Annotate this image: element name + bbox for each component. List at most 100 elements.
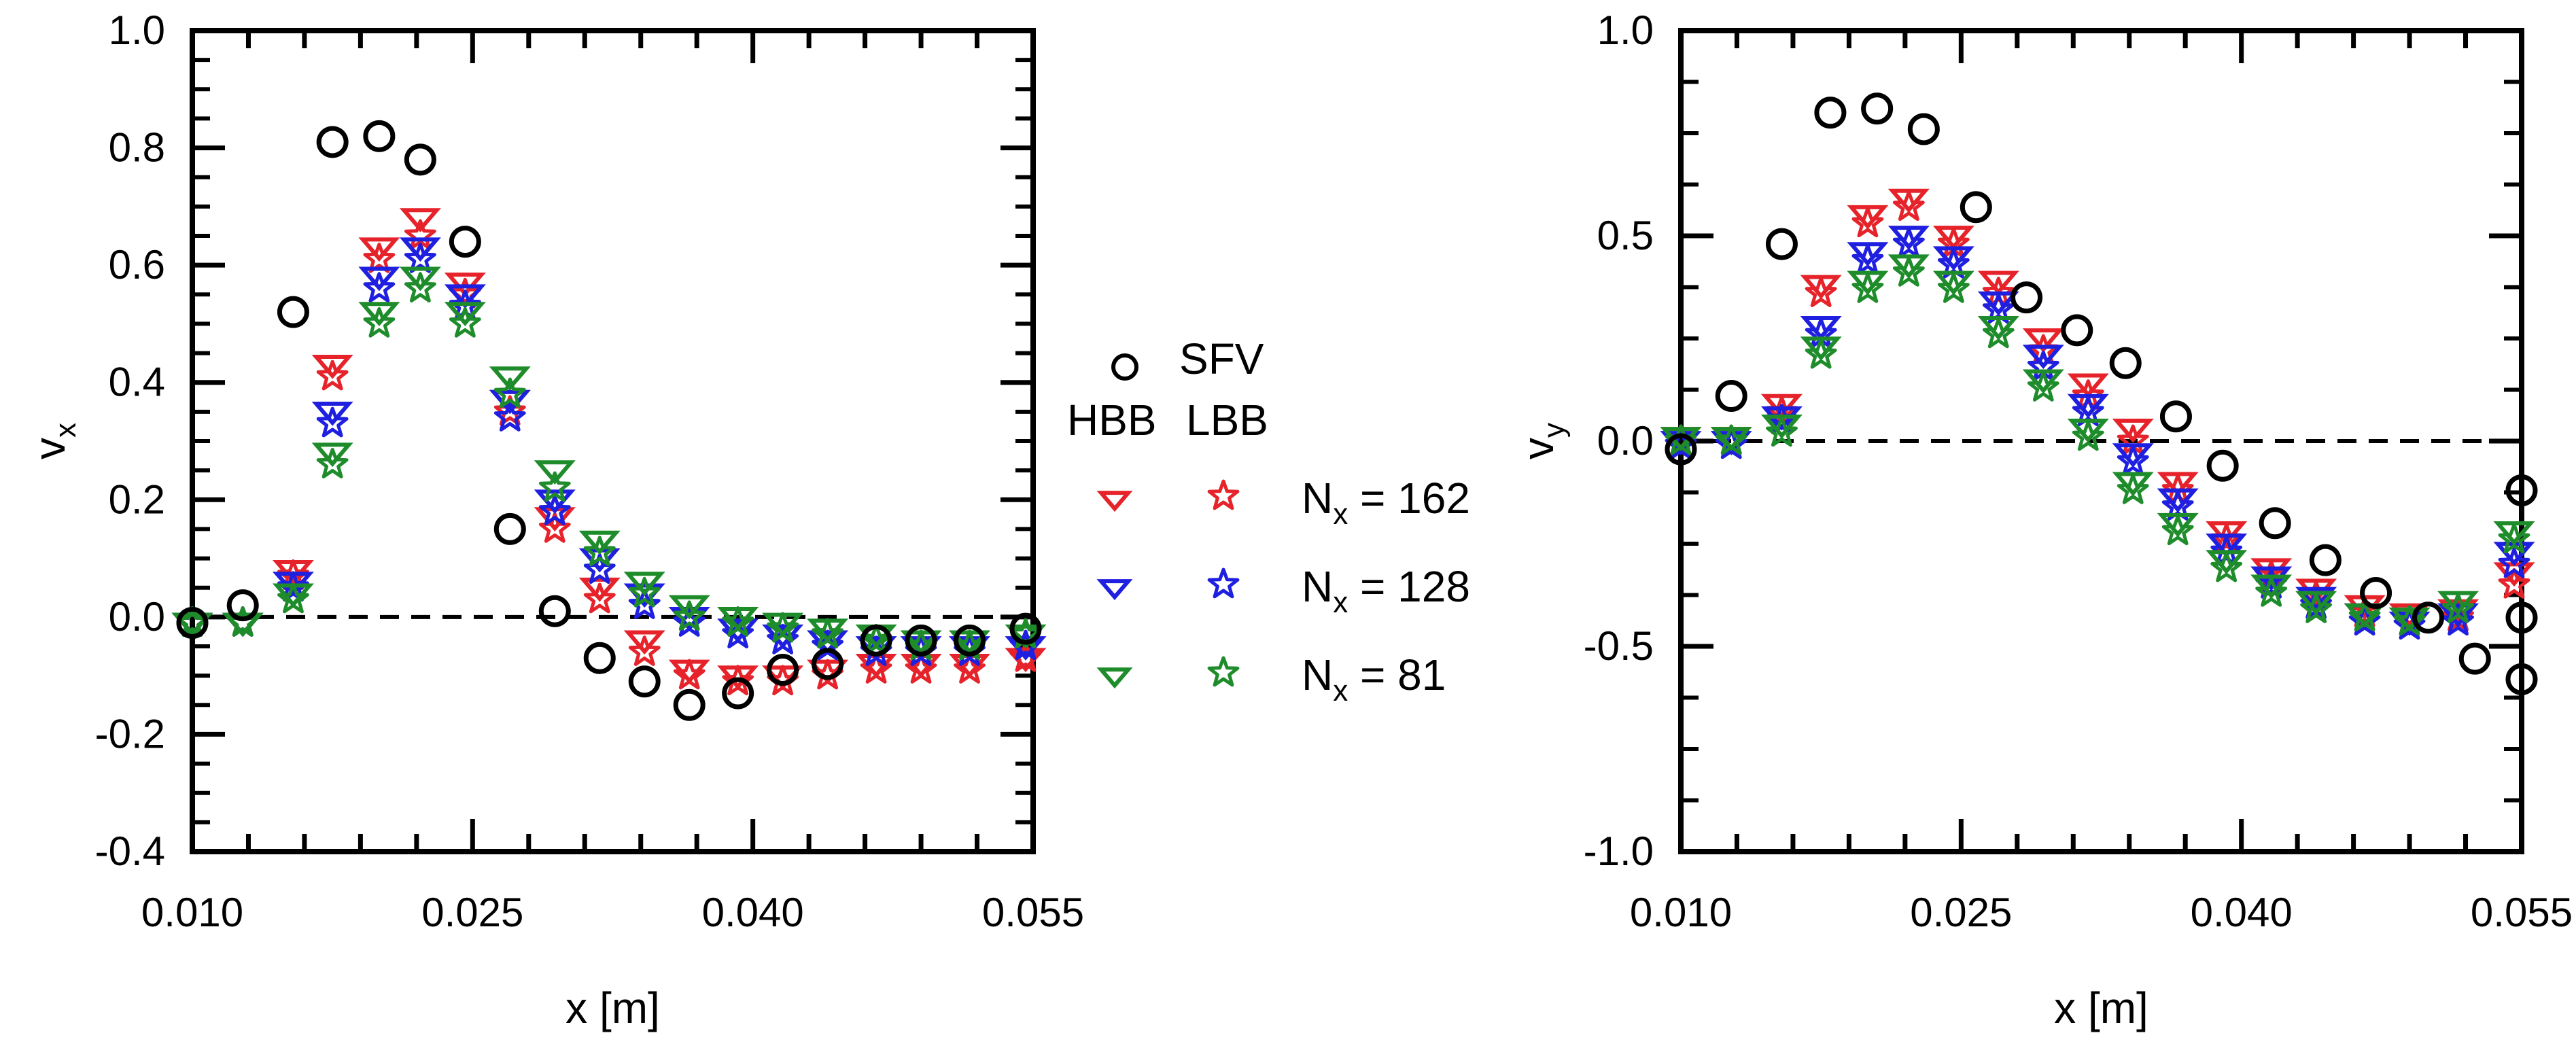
legend-rows: Nx = 162 Nx = 128 Nx = 81 [1096, 474, 1470, 708]
vy-lbb-n81-marker [2210, 551, 2243, 582]
vx-hbb-n128-marker [311, 401, 353, 426]
vy-panel: -1.0 -0.5 0.0 0.5 1.0 0.010 0.025 0.040 0.055 x [… [1514, 7, 2573, 1032]
vx-y-tick-label: -0.2 [95, 711, 165, 756]
vx-lbb-n81-marker [812, 618, 843, 648]
vx-lbb-n81-marker [363, 307, 396, 338]
vy-sfv-marker [1814, 97, 1847, 129]
vx-hbb-n81-marker [489, 366, 531, 391]
vy-lbb-n81-marker [1982, 317, 2015, 349]
vx-sfv-marker [628, 665, 661, 698]
vy-lbb-n81-marker [2300, 593, 2332, 623]
legend-n81-label: Nx = 81 [1302, 650, 1446, 708]
vx-sfv-marker [449, 226, 481, 258]
vy-lbb-n81-marker [1766, 416, 1798, 447]
vx-lbb-n81-marker [277, 582, 309, 614]
vx-hbb-n81-marker [358, 302, 400, 326]
vy-y-tick-label: -0.5 [1584, 623, 1654, 669]
vx-plot-frame [190, 28, 1036, 854]
vx-lbb-n162-marker [905, 653, 937, 684]
vx-y-tick-label: -0.4 [95, 828, 165, 874]
vx-data-markers [171, 120, 1047, 721]
legend-lbb-n81-marker [1207, 656, 1240, 687]
vy-lbb-n81-marker [1805, 338, 1837, 369]
vy-sfv-marker [2412, 601, 2445, 634]
vy-lbb-n81-marker [2027, 371, 2059, 402]
vx-hbb-n162-marker [623, 630, 665, 655]
vy-hbb-n162-marker [2067, 373, 2109, 398]
vx-lbb-n81-marker [404, 272, 436, 302]
vx-lbb-n81-marker [449, 307, 481, 338]
vy-x-tick-label: 0.025 [1910, 890, 2012, 935]
vx-lbb-n81-marker [583, 536, 616, 567]
vy-sfv-marker [2360, 576, 2392, 609]
vx-y-tick-label: 0.8 [109, 125, 165, 171]
vy-y-tick-label: 1.0 [1597, 7, 1654, 53]
vy-sfv-marker [2259, 507, 2291, 540]
vx-sfv-marker [673, 688, 706, 721]
vx-sfv-marker [226, 589, 259, 622]
vx-sfv-marker [722, 677, 754, 710]
vx-sfv-marker [1009, 612, 1042, 645]
vx-y-tick-label: 0.2 [109, 476, 165, 522]
vy-lbb-n81-marker [1851, 273, 1884, 303]
vy-lbb-n81-marker [2348, 601, 2381, 631]
vx-sfv-marker [583, 642, 616, 674]
vx-x-tick-label: 0.010 [141, 890, 243, 935]
vx-lbb-n128-marker [404, 243, 436, 273]
vx-x-tick-label: 0.055 [982, 890, 1084, 935]
vy-lbb-n128-marker [1937, 247, 1970, 279]
vy-lbb-n162-marker [1892, 190, 1925, 221]
vx-sfv-marker [812, 648, 844, 680]
vx-hbb-n128-marker [444, 284, 486, 309]
vy-lbb-n128-marker [2442, 605, 2474, 636]
vx-lbb-n81-marker [493, 377, 526, 408]
legend-lbb-n128-marker [1207, 567, 1240, 599]
vx-lbb-n128-marker [767, 623, 799, 654]
vy-sfv-marker [1715, 380, 1747, 413]
vx-lbb-n162-marker [404, 219, 436, 250]
vx-sfv-marker [277, 296, 309, 328]
vy-sfv-marker [1765, 228, 1798, 260]
vy-sfv-marker [2505, 663, 2538, 695]
vx-lbb-n128-marker [673, 606, 706, 637]
vy-lbb-n128-marker [2117, 444, 2149, 476]
vx-lbb-n81-marker [767, 612, 799, 643]
vx-lbb-n128-marker [583, 553, 616, 584]
vx-lbb-n81-marker [538, 471, 571, 502]
vx-lbb-n162-marker [860, 653, 892, 684]
vy-lbb-n81-marker [2498, 523, 2530, 554]
vy-lbb-n81-marker [2442, 593, 2474, 623]
vx-lbb-n128-marker [628, 589, 661, 619]
vy-y-tick-label: 0.5 [1597, 213, 1654, 258]
vy-lbb-n128-marker [2161, 490, 2194, 521]
vx-lbb-n128-marker [277, 571, 309, 601]
legend-n162-label: Nx = 162 [1302, 474, 1470, 531]
vx-hbb-n162-marker [399, 208, 441, 232]
vy-lbb-n162-marker [2498, 567, 2530, 599]
vy-sfv-marker [2159, 400, 2192, 433]
vy-sfv-marker [2061, 314, 2093, 347]
vx-lbb-n162-marker [628, 635, 661, 666]
vx-hbb-n162-marker [578, 577, 621, 602]
vx-sfv-marker [316, 126, 349, 158]
legend-hbb-n128-marker [1096, 579, 1133, 601]
vy-sfv-marker [2109, 347, 2142, 379]
vx-hbb-n162-marker [311, 354, 353, 379]
legend-lbb-header: LBB [1186, 396, 1268, 444]
vy-hbb-n162-marker [2112, 419, 2154, 443]
vy-x-axis-label: x [m] [2054, 983, 2148, 1032]
vx-sfv-marker [176, 606, 209, 639]
vx-lbb-n128-marker [722, 618, 754, 648]
vx-hbb-n162-marker [358, 237, 400, 262]
legend-n128-label: Nx = 128 [1302, 562, 1470, 619]
vy-sfv-marker [2309, 544, 2342, 576]
vy-lbb-n81-marker [2393, 605, 2426, 636]
vx-lbb-n162-marker [316, 360, 349, 391]
vy-sfv-marker [2458, 642, 2491, 675]
vy-lbb-n128-marker [2498, 547, 2530, 578]
vy-lbb-n128-marker [2255, 567, 2288, 599]
vy-sfv-marker [1960, 191, 1992, 224]
vx-x-tick-label: 0.040 [702, 890, 804, 935]
vy-lbb-n162-marker [1851, 207, 1884, 238]
